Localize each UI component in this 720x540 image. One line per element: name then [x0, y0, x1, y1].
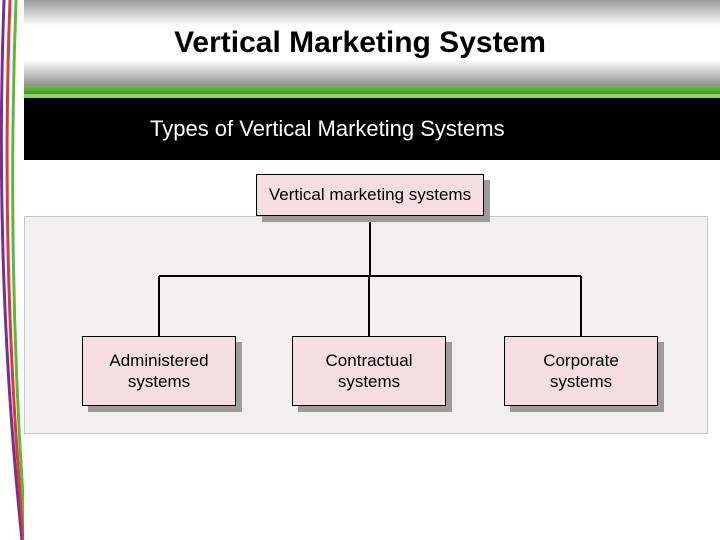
node-corp: Corporate systems	[504, 336, 658, 406]
accent-stripe-2	[0, 94, 720, 98]
subtitle-text: Types of Vertical Marketing Systems	[150, 116, 505, 142]
diagram: Vertical marketing systems Administered s…	[24, 160, 708, 470]
left-swoosh	[0, 0, 24, 540]
slide: Vertical Marketing System Types of Verti…	[0, 0, 720, 540]
slide-title: Vertical Marketing System	[174, 26, 546, 60]
node-admin: Administered systems	[82, 336, 236, 406]
node-label: Contractual systems	[292, 336, 446, 406]
node-label: Corporate systems	[504, 336, 658, 406]
subtitle-band: Types of Vertical Marketing Systems	[0, 98, 720, 160]
node-root: Vertical marketing systems	[256, 174, 484, 216]
node-contr: Contractual systems	[292, 336, 446, 406]
node-label: Vertical marketing systems	[256, 174, 484, 216]
node-label: Administered systems	[82, 336, 236, 406]
title-bar: Vertical Marketing System	[0, 0, 720, 86]
